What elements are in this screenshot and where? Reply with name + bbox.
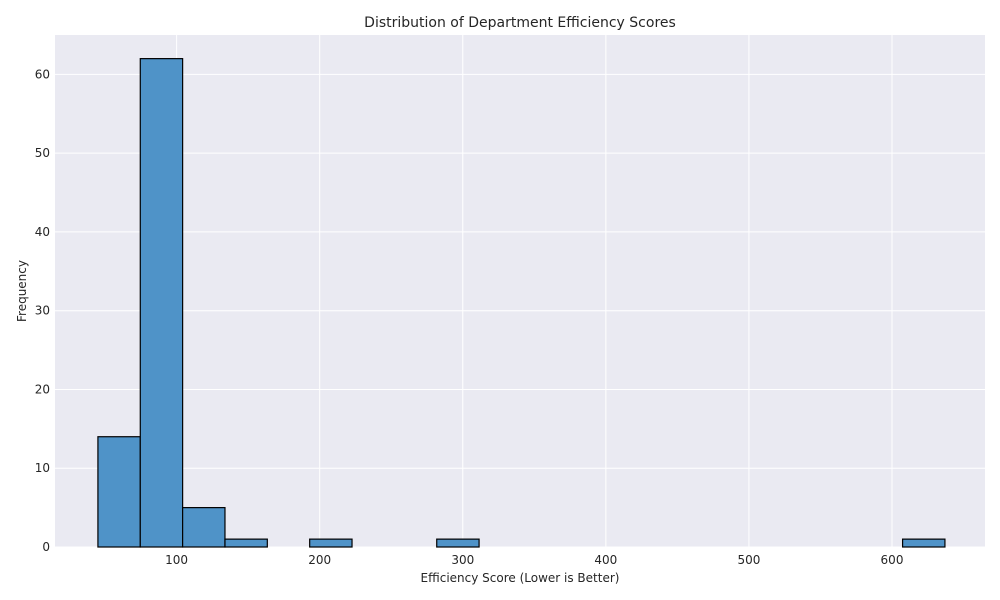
bars: [97, 58, 946, 548]
y-tick-labels: 0 10 20 30 40 50 60: [35, 67, 50, 554]
histogram-bar: [97, 436, 141, 548]
chart-title: Distribution of Department Efficiency Sc…: [364, 15, 676, 31]
histogram-bar: [224, 538, 268, 548]
y-tick-label: 40: [35, 225, 50, 239]
histogram-bar: [139, 58, 184, 548]
y-tick-label: 0: [42, 540, 50, 554]
y-tick-label: 20: [35, 382, 50, 396]
x-tick-label: 500: [737, 553, 760, 567]
plot-background: [55, 35, 985, 547]
x-axis-label: Efficiency Score (Lower is Better): [421, 571, 620, 585]
y-tick-label: 10: [35, 461, 50, 475]
histogram-bar: [436, 538, 480, 548]
histogram-bar: [901, 538, 946, 548]
histogram-bar: [182, 507, 226, 548]
x-tick-label: 100: [165, 553, 188, 567]
x-tick-labels: 100 200 300 400 500 600: [165, 553, 903, 567]
x-tick-label: 200: [308, 553, 331, 567]
y-tick-label: 60: [35, 67, 50, 81]
x-tick-label: 400: [594, 553, 617, 567]
y-tick-label: 30: [35, 304, 50, 318]
y-axis-label: Frequency: [15, 260, 29, 322]
x-tick-label: 300: [451, 553, 474, 567]
histogram-bar: [309, 538, 353, 548]
x-tick-label: 600: [881, 553, 904, 567]
y-tick-label: 50: [35, 146, 50, 160]
grid-lines: [55, 35, 985, 548]
